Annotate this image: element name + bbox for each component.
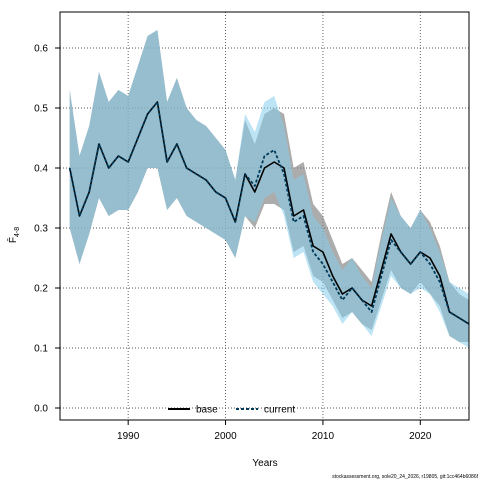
legend-label-base: base — [196, 405, 218, 416]
footnote: stockassessment.org, sole20_24_2026, r19… — [332, 474, 479, 480]
y-tick-label: 0.5 — [34, 104, 48, 115]
confidence-bands — [69, 30, 469, 348]
x-tick-label: 2010 — [312, 431, 335, 442]
x-axis: 1990 2000 2010 2020 — [117, 420, 432, 442]
y-axis-label-main: F̄ — [6, 237, 19, 243]
series-lines — [68, 101, 470, 325]
y-tick-label: 0.6 — [34, 44, 48, 55]
plot-frame — [59, 11, 470, 421]
y-axis-label-sub: 4-8 — [14, 227, 21, 237]
legend-label-current: current — [264, 405, 295, 416]
x-tick-label: 2000 — [214, 431, 237, 442]
y-axis: 0.0 0.1 0.2 0.3 0.4 0.5 0.6 — [34, 44, 60, 415]
x-tick-label: 1990 — [117, 431, 140, 442]
band-current — [69, 30, 469, 348]
y-tick-label: 0.3 — [34, 224, 48, 235]
x-tick-label: 2020 — [409, 431, 432, 442]
y-tick-label: 0.2 — [34, 284, 48, 295]
y-tick-label: 0.0 — [34, 404, 48, 415]
line-base — [68, 101, 470, 325]
legend: base current — [168, 405, 295, 416]
grid — [60, 12, 469, 420]
x-axis-label: Years — [252, 458, 277, 469]
y-tick-label: 0.1 — [34, 344, 48, 355]
y-axis-label: F̄4-8 — [6, 227, 21, 243]
y-tick-label: 0.4 — [34, 164, 48, 175]
svg-text:F̄4-8: F̄4-8 — [6, 227, 21, 243]
